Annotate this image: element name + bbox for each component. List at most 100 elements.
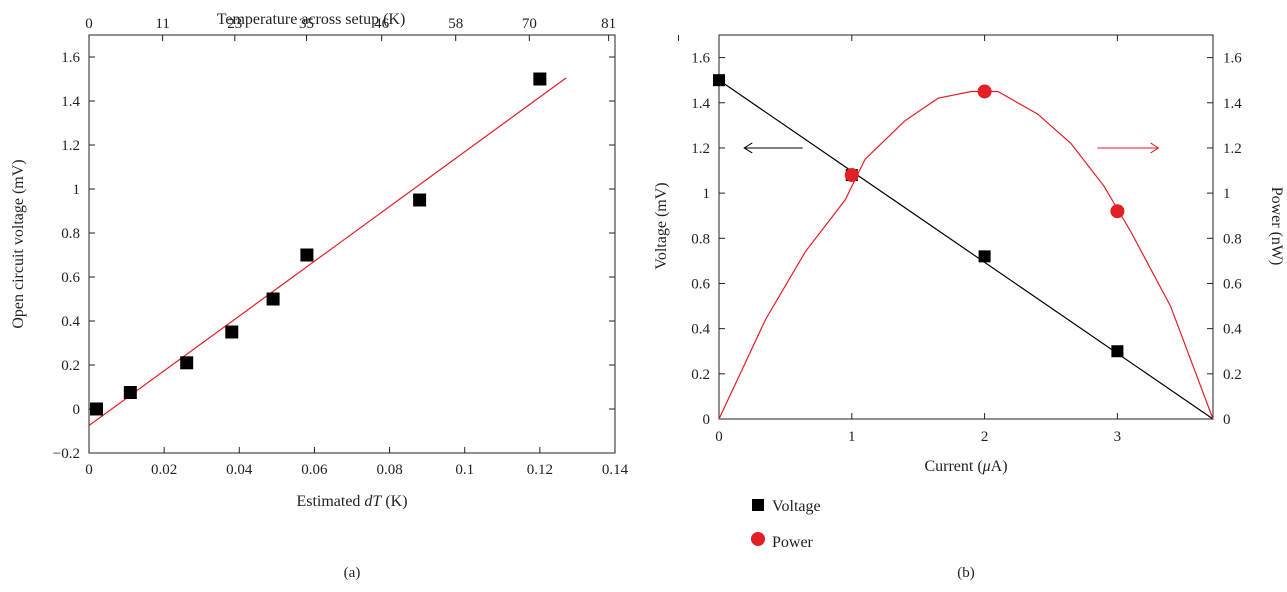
y2-tick-label: 0.8 bbox=[1223, 231, 1242, 247]
y2-axis-label-b: Power (nW) bbox=[1268, 187, 1285, 266]
y-tick-label: 1.6 bbox=[61, 50, 80, 66]
y-tick-label: 0.8 bbox=[61, 226, 80, 242]
y-axis-label-a: Open circuit voltage (mV) bbox=[10, 159, 27, 328]
y-tick-label: 1 bbox=[703, 186, 711, 202]
power-point bbox=[977, 84, 992, 99]
data-point bbox=[413, 193, 427, 207]
x-tick-labels-a: 0 0.02 0.04 0.06 0.08 0.1 0.12 0.14 bbox=[85, 462, 628, 478]
y-tick-label: 0.2 bbox=[691, 367, 710, 383]
y-tick-label: 1.4 bbox=[61, 94, 80, 110]
voltage-point bbox=[1111, 345, 1124, 358]
y-tick-labels-a: −0.2 0 0.2 0.4 0.6 0.8 1 1.2 1.4 1.6 bbox=[53, 50, 81, 462]
x-tick-label: 0.02 bbox=[151, 462, 177, 478]
top-tick-labels-a: 0 11 23 35 46 58 70 81 bbox=[85, 16, 616, 32]
y-tick-label: 1 bbox=[73, 182, 81, 198]
x-axis-label-suffix-a: (K) bbox=[381, 493, 407, 510]
legend-power-label: Power bbox=[772, 534, 814, 551]
y-tick-label: 0.6 bbox=[691, 276, 710, 292]
y2-tick-label: 0.6 bbox=[1223, 276, 1242, 292]
voltage-line bbox=[718, 79, 1214, 420]
top-tick-label: 35 bbox=[299, 16, 314, 32]
x-tick-label: 1 bbox=[848, 429, 856, 445]
y-tick-label: −0.2 bbox=[53, 446, 80, 462]
y-tick-label: 0.4 bbox=[61, 314, 80, 330]
y-axis-label-b: Voltage (mV) bbox=[653, 182, 670, 269]
legend-power-swatch bbox=[751, 532, 765, 546]
top-tick-label: 81 bbox=[601, 16, 616, 32]
top-tick-label: 70 bbox=[522, 16, 537, 32]
top-tick-label: 58 bbox=[448, 16, 463, 32]
data-points-b bbox=[713, 74, 1125, 358]
x-tick-label: 3 bbox=[1114, 429, 1122, 445]
x-tick-label: 0.1 bbox=[455, 462, 474, 478]
y-tick-label: 0 bbox=[73, 402, 81, 418]
plot-frame-a bbox=[88, 34, 616, 454]
top-tick-label: 0 bbox=[85, 16, 93, 32]
data-point bbox=[300, 248, 314, 262]
top-tick-label: 23 bbox=[227, 16, 242, 32]
chart-panel-a: 0 0.02 0.04 0.06 0.08 0.1 0.12 0.14 −0.2 0 0.2 0.4… bbox=[10, 11, 679, 581]
legend-voltage-label: Voltage bbox=[772, 498, 821, 515]
x-axis-label-prefix-a: Estimated bbox=[296, 493, 364, 510]
data-point bbox=[90, 402, 104, 416]
y2-tick-labels-b: 0 0.2 0.4 0.6 0.8 1 1.2 1.4 1.6 bbox=[1223, 51, 1242, 428]
x-tick-label: 0 bbox=[85, 462, 93, 478]
data-point bbox=[266, 292, 280, 306]
x-tick-label: 0 bbox=[715, 429, 723, 445]
panel-caption-b: (b) bbox=[957, 565, 975, 581]
legend-b: Voltage Power bbox=[751, 498, 821, 551]
x-tick-label: 0.12 bbox=[527, 462, 553, 478]
voltage-point bbox=[978, 250, 991, 263]
y2-tick-label: 1.4 bbox=[1223, 96, 1242, 112]
y-tick-labels-b: 0 0.2 0.4 0.6 0.8 1 1.2 1.4 1.6 bbox=[691, 51, 710, 428]
x-axis-label-prefix-b: Current ( bbox=[924, 458, 982, 475]
x-tick-label: 0.04 bbox=[226, 462, 253, 478]
x-tick-label: 0.06 bbox=[301, 462, 328, 478]
y2-tick-label: 1.6 bbox=[1223, 51, 1242, 67]
y2-tick-label: 0 bbox=[1223, 412, 1231, 428]
data-point bbox=[533, 72, 547, 86]
x-axis-label-var-b: μ bbox=[982, 458, 991, 475]
y-tick-label: 1.4 bbox=[691, 96, 710, 112]
y2-tick-label: 1.2 bbox=[1223, 141, 1242, 157]
x-axis-label-a: Estimated dT (K) bbox=[296, 493, 407, 510]
top-axis-label-a: Temperature across setup (K) bbox=[217, 11, 406, 28]
x-tick-labels-b: 0 1 2 3 bbox=[715, 429, 1121, 445]
power-point bbox=[844, 168, 859, 183]
y2-tick-label: 0.2 bbox=[1223, 367, 1242, 383]
y-tick-label: 1.2 bbox=[691, 141, 710, 157]
voltage-point bbox=[713, 74, 725, 87]
x-axis-label-suffix-b: A) bbox=[991, 458, 1008, 475]
data-points-a bbox=[90, 72, 547, 416]
plot-frame-b bbox=[718, 34, 1214, 420]
series-lines-b bbox=[718, 79, 1214, 420]
x-axis-label-var-a: dT bbox=[364, 493, 382, 510]
y-tick-label: 0.6 bbox=[61, 270, 80, 286]
data-point bbox=[123, 386, 137, 399]
power-curve bbox=[718, 90, 1214, 420]
x-tick-label: 2 bbox=[981, 429, 989, 445]
y-tick-label: 1.6 bbox=[691, 51, 710, 67]
panel-caption-a: (a) bbox=[344, 565, 361, 581]
axis-arrows-b bbox=[743, 142, 1160, 154]
y-tick-label: 0.2 bbox=[61, 358, 80, 374]
fit-line-group-a bbox=[88, 77, 567, 426]
tick-marks-a bbox=[88, 35, 679, 454]
y2-tick-label: 1 bbox=[1223, 186, 1231, 202]
top-tick-label: 46 bbox=[374, 16, 390, 32]
fit-line bbox=[88, 77, 567, 426]
y-tick-label: 0.8 bbox=[691, 231, 710, 247]
x-tick-label: 0.08 bbox=[376, 462, 402, 478]
y-tick-label: 1.2 bbox=[61, 138, 80, 154]
data-point bbox=[180, 356, 194, 370]
arrow-left-head bbox=[743, 142, 753, 154]
y-tick-label: 0 bbox=[703, 412, 711, 428]
y2-tick-label: 0.4 bbox=[1223, 322, 1242, 338]
legend-voltage-swatch bbox=[752, 499, 764, 511]
arrow-right-head bbox=[1150, 142, 1160, 154]
y-tick-label: 0.4 bbox=[691, 322, 710, 338]
x-axis-label-b: Current (μA) bbox=[924, 458, 1007, 475]
top-tick-label: 11 bbox=[155, 16, 169, 32]
